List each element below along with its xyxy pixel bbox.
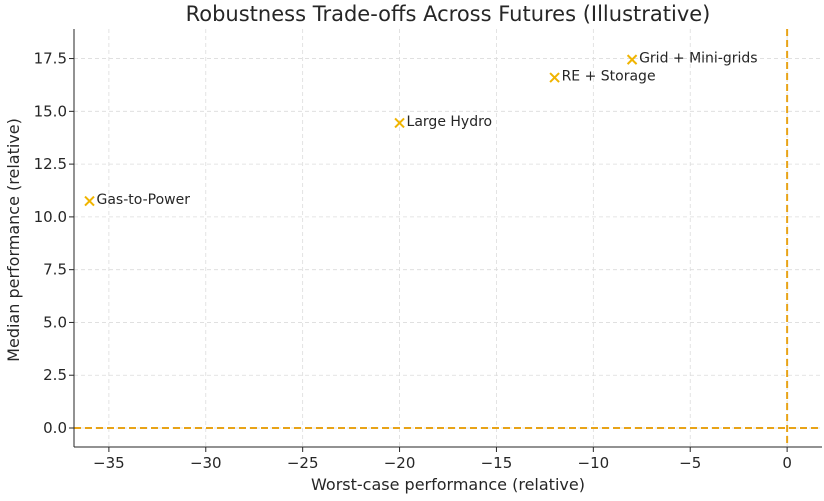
y-axis-label: Median performance (relative): [4, 118, 23, 362]
data-point: RE + Storage: [549, 69, 656, 85]
x-axis-label: Worst-case performance (relative): [311, 475, 585, 494]
data-points: Gas-to-Power Large Hydro RE + Storage Grid …: [84, 51, 758, 208]
axes: [73, 29, 822, 448]
data-point: Grid + Mini-grids: [626, 51, 758, 67]
data-point-label: RE + Storage: [562, 69, 656, 85]
y-tick-label: 5.0: [43, 313, 67, 331]
y-tick-label: 17.5: [34, 50, 67, 68]
x-tick-label: −20: [384, 454, 416, 472]
data-point-label: Large Hydro: [407, 114, 493, 130]
y-tick-label: 12.5: [34, 155, 67, 173]
y-tick-label: 2.5: [43, 366, 67, 384]
chart-title: Robustness Trade-offs Across Futures (Il…: [186, 2, 711, 26]
x-tick-label: 0: [782, 454, 792, 472]
x-tick-label: −10: [578, 454, 610, 472]
reference-lines: [74, 29, 822, 447]
x-marker-stroke: [549, 72, 560, 83]
x-tick-label: −35: [93, 454, 125, 472]
y-tick-label: 7.5: [43, 261, 67, 279]
x-marker-stroke: [84, 195, 95, 207]
y-tick-label: 15.0: [34, 102, 67, 120]
data-point: Gas-to-Power: [84, 192, 191, 208]
x-tick-label: −15: [481, 454, 513, 472]
x-tick-label: −5: [679, 454, 701, 472]
tick-labels: −35 −30 −25 −20 −15 −10 −5 0 0.0 2.5 5.0 7.5 10.0 12.…: [34, 50, 792, 472]
x-marker-stroke: [626, 54, 638, 65]
grid-layer: [74, 29, 822, 447]
data-point-label: Gas-to-Power: [97, 192, 191, 208]
x-marker-stroke: [394, 117, 405, 129]
y-tick-label: 0.0: [43, 419, 67, 437]
y-tick-label: 10.0: [34, 208, 67, 226]
x-tick-label: −30: [190, 454, 222, 472]
x-tick-label: −25: [287, 454, 319, 472]
data-point: Large Hydro: [394, 114, 493, 130]
data-point-label: Grid + Mini-grids: [639, 51, 758, 67]
